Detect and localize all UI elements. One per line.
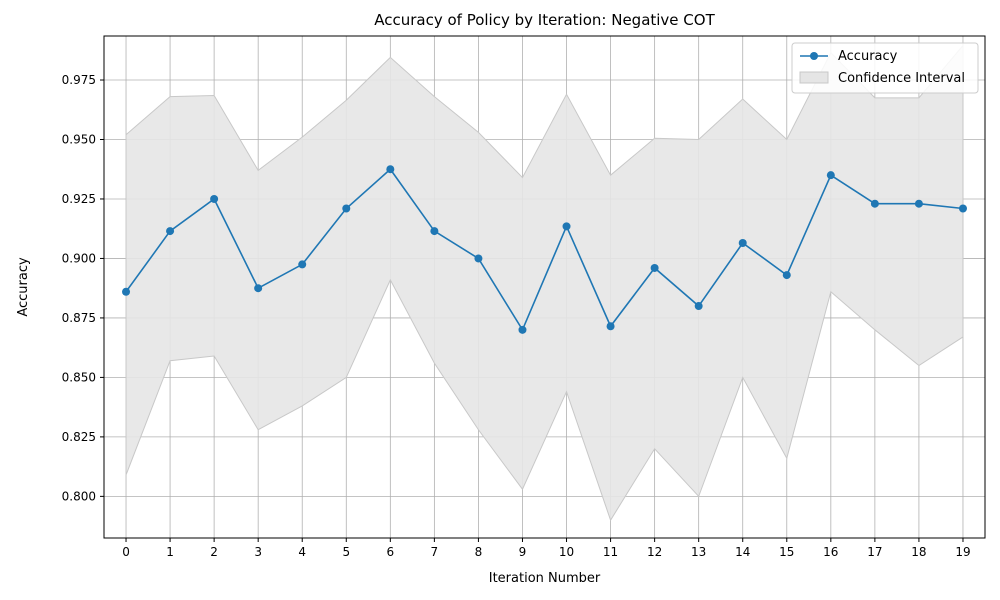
data-point-11: [606, 322, 615, 331]
data-point-18: [914, 199, 923, 208]
y-tick-label-5: 0.925: [62, 192, 96, 206]
y-tick-label-1: 0.825: [62, 430, 96, 444]
accuracy-line: [125, 168, 964, 332]
y-tick-label-2: 0.850: [62, 370, 96, 384]
y-tick-label-3: 0.875: [62, 311, 96, 325]
data-point-15: [782, 271, 791, 280]
y-tick-label-7: 0.975: [62, 73, 96, 87]
data-point-5: [342, 204, 351, 213]
data-point-7: [430, 227, 439, 236]
x-tick-label-9: 9: [519, 545, 527, 559]
x-tick-label-14: 14: [735, 545, 750, 559]
data-point-12: [650, 263, 659, 272]
legend-box: [791, 42, 979, 94]
y-tick-label-0: 0.800: [62, 489, 96, 503]
x-tick-label-13: 13: [691, 545, 706, 559]
chart-title: Accuracy of Policy by Iteration: Negativ…: [374, 11, 715, 29]
x-tick-label-3: 3: [254, 545, 262, 559]
data-point-16: [826, 171, 835, 180]
confidence-interval-band: [125, 44, 964, 522]
y-axis-label: Accuracy: [16, 257, 31, 317]
data-point-8: [474, 254, 483, 263]
x-tick-label-18: 18: [911, 545, 926, 559]
x-tick-label-12: 12: [647, 545, 662, 559]
x-tick-label-2: 2: [210, 545, 218, 559]
x-tick-label-15: 15: [779, 545, 794, 559]
x-tick-label-5: 5: [342, 545, 350, 559]
data-point-0: [122, 287, 131, 296]
data-point-19: [958, 204, 967, 213]
legend-accuracy-marker: [810, 52, 818, 60]
plot-border: [103, 35, 986, 539]
x-tick-label-4: 4: [298, 545, 306, 559]
y-axis: 0.800 0.825 0.850 0.875 0.900 0.925 0.950 0.975: [62, 73, 104, 503]
legend-confidence-label: Confidence Interval: [838, 71, 965, 86]
legend-accuracy-label: Accuracy: [838, 49, 898, 64]
x-tick-label-1: 1: [166, 545, 174, 559]
x-tick-label-8: 8: [475, 545, 483, 559]
x-tick-label-10: 10: [559, 545, 574, 559]
x-tick-label-17: 17: [867, 545, 882, 559]
data-point-4: [298, 260, 307, 269]
data-point-3: [254, 284, 263, 293]
y-tick-label-6: 0.950: [62, 132, 96, 146]
data-point-6: [386, 165, 395, 174]
x-axis-label: Iteration Number: [489, 571, 601, 586]
data-point-1: [166, 227, 175, 236]
data-point-2: [210, 194, 219, 203]
accuracy-series: [122, 165, 967, 334]
legend-confidence-patch: [799, 71, 829, 84]
x-tick-label-0: 0: [122, 545, 130, 559]
x-tick-label-19: 19: [955, 545, 970, 559]
confidence-interval-area: [125, 44, 964, 522]
x-tick-label-11: 11: [603, 545, 618, 559]
x-tick-label-7: 7: [431, 545, 439, 559]
data-point-14: [738, 238, 747, 247]
x-tick-label-6: 6: [387, 545, 395, 559]
data-point-9: [518, 325, 527, 334]
legend: Accuracy Confidence Interval: [791, 42, 979, 94]
x-axis: 0 1 2 3 4 5 6 7 8 9 10 11 12 13 14 15 16 17 18 19: [122, 538, 971, 559]
data-point-17: [870, 199, 879, 208]
y-tick-label-4: 0.900: [62, 251, 96, 265]
x-tick-label-16: 16: [823, 545, 838, 559]
plot-frame: [103, 35, 986, 539]
data-point-13: [694, 302, 703, 311]
data-point-10: [562, 222, 571, 231]
